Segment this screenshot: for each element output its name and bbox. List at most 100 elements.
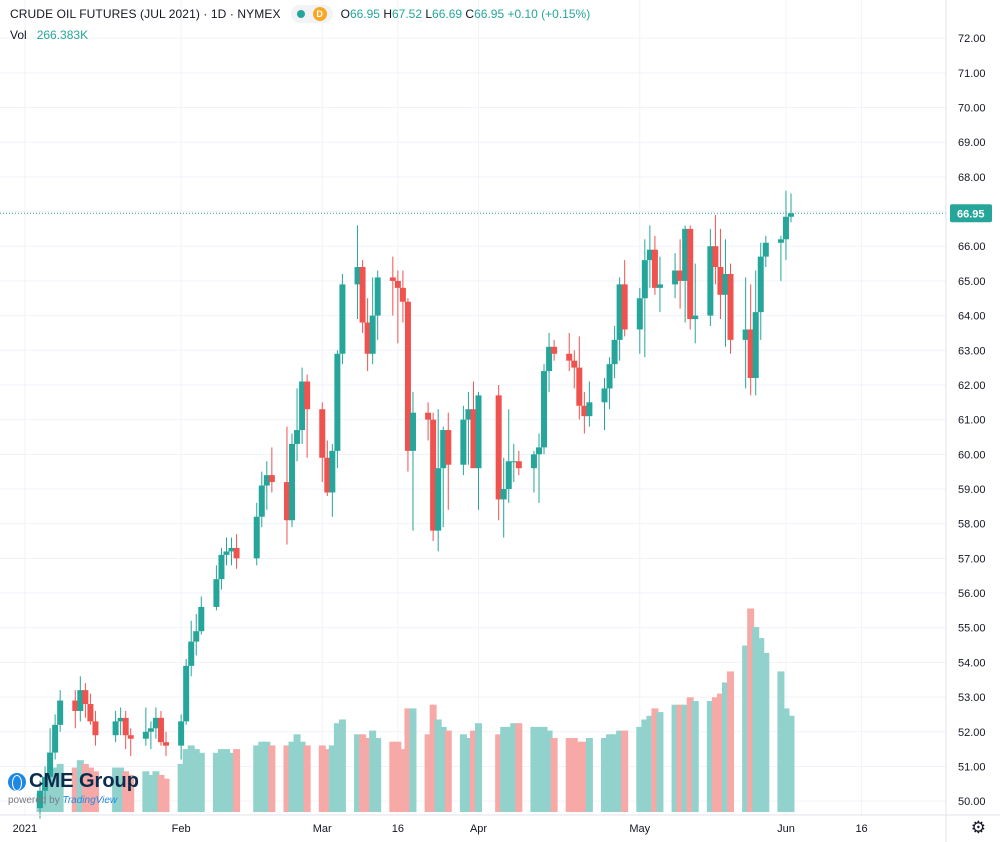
candle-body bbox=[752, 312, 759, 379]
volume-bar bbox=[147, 775, 155, 812]
candle bbox=[646, 225, 653, 288]
candle bbox=[228, 537, 235, 566]
volume-bar bbox=[686, 697, 694, 812]
candle bbox=[435, 409, 442, 552]
volume-bar bbox=[399, 749, 407, 812]
candle-body bbox=[42, 776, 49, 791]
y-tick-label: 51.00 bbox=[958, 761, 986, 773]
candle bbox=[717, 228, 724, 320]
x-tick-label: Mar bbox=[313, 823, 332, 835]
volume-bar bbox=[389, 741, 397, 812]
gear-icon[interactable]: ⚙ bbox=[970, 818, 986, 837]
symbol-title[interactable]: CRUDE OIL FUTURES (JUL 2021) · 1D · NYME… bbox=[10, 7, 281, 21]
candle bbox=[510, 443, 517, 483]
candle-body bbox=[147, 728, 154, 732]
candle-body bbox=[183, 665, 190, 722]
volume-bar bbox=[192, 749, 200, 812]
candle bbox=[581, 391, 588, 434]
candle bbox=[263, 461, 270, 510]
candle-body bbox=[253, 516, 260, 559]
candle bbox=[440, 426, 447, 528]
candle-body bbox=[586, 402, 593, 417]
volume-bar bbox=[233, 749, 241, 812]
candle bbox=[183, 658, 190, 725]
volume-bar bbox=[459, 734, 467, 812]
candle bbox=[152, 707, 159, 739]
delayed-data-icon: D bbox=[312, 7, 327, 21]
candle bbox=[178, 714, 185, 760]
volume-bar bbox=[580, 741, 588, 812]
volume-bar bbox=[747, 608, 755, 812]
y-tick-label: 62.00 bbox=[958, 380, 986, 392]
close-label: C bbox=[465, 7, 475, 21]
volume-bar bbox=[152, 771, 160, 812]
candle-body bbox=[409, 412, 416, 451]
high-label: H bbox=[383, 7, 392, 21]
y-tick-label: 60.00 bbox=[958, 449, 986, 461]
candle bbox=[294, 388, 301, 462]
volume-bar bbox=[142, 771, 150, 812]
volume-bar bbox=[752, 627, 760, 812]
candle bbox=[465, 391, 472, 465]
volume-bar bbox=[429, 704, 437, 812]
volume-label: Vol bbox=[10, 28, 27, 42]
candle-body bbox=[672, 270, 679, 285]
candle bbox=[692, 263, 699, 344]
candle bbox=[460, 405, 467, 476]
candle-body bbox=[198, 606, 205, 632]
candle-body bbox=[742, 329, 749, 340]
close-value: 66.95 bbox=[474, 7, 505, 21]
candle-body bbox=[399, 287, 406, 302]
price-axis-labels: 50.00 51.00 52.00 53.00 54.00 55.00 56.00 57.00… bbox=[958, 33, 986, 808]
candle-body bbox=[152, 717, 159, 729]
candle bbox=[339, 273, 346, 365]
candle bbox=[72, 690, 79, 729]
globe-icon bbox=[8, 772, 26, 791]
candle-body bbox=[677, 270, 684, 281]
candle-body bbox=[374, 277, 381, 316]
volume-bar bbox=[742, 645, 750, 812]
y-tick-label: 69.00 bbox=[958, 137, 986, 149]
volume-bar bbox=[298, 741, 306, 812]
candle bbox=[404, 298, 411, 472]
status-badge[interactable]: D bbox=[290, 5, 333, 23]
candle-body bbox=[636, 298, 643, 330]
candle-body bbox=[656, 284, 663, 288]
candle-body bbox=[157, 717, 164, 743]
candle-body bbox=[117, 717, 124, 722]
candle bbox=[233, 534, 240, 569]
volume-bar bbox=[716, 693, 724, 812]
candle bbox=[117, 707, 124, 736]
y-tick-label: 64.00 bbox=[958, 311, 986, 323]
candle bbox=[42, 766, 49, 805]
candle bbox=[788, 193, 794, 223]
candle-body bbox=[389, 277, 396, 281]
candle-body bbox=[515, 461, 522, 469]
candle-body bbox=[551, 346, 558, 354]
volume-bar bbox=[545, 730, 553, 812]
volume-bar bbox=[228, 752, 236, 812]
volume-bar bbox=[212, 752, 220, 812]
tradingview-link[interactable]: TradingView bbox=[62, 795, 118, 806]
volume-bar bbox=[374, 738, 382, 812]
candle bbox=[157, 710, 164, 746]
volume-bar bbox=[122, 771, 130, 812]
volume-bar bbox=[495, 734, 503, 812]
volume-bar bbox=[51, 767, 59, 812]
candle bbox=[621, 260, 628, 337]
volume-bar bbox=[112, 767, 120, 812]
candle-body bbox=[546, 346, 553, 372]
low-value: 66.69 bbox=[432, 7, 463, 21]
volume-bar bbox=[76, 760, 84, 812]
cme-logo[interactable]: CME Group powered by TradingView bbox=[8, 770, 139, 806]
volume-bar bbox=[535, 726, 543, 812]
candle-body bbox=[722, 273, 729, 295]
candle-body bbox=[319, 409, 326, 458]
volume-bar bbox=[409, 708, 417, 812]
y-tick-label: 55.00 bbox=[958, 623, 986, 635]
y-tick-label: 71.00 bbox=[958, 68, 986, 80]
volume-bar bbox=[293, 734, 301, 812]
candle bbox=[304, 374, 311, 458]
y-tick-label: 72.00 bbox=[958, 33, 986, 45]
